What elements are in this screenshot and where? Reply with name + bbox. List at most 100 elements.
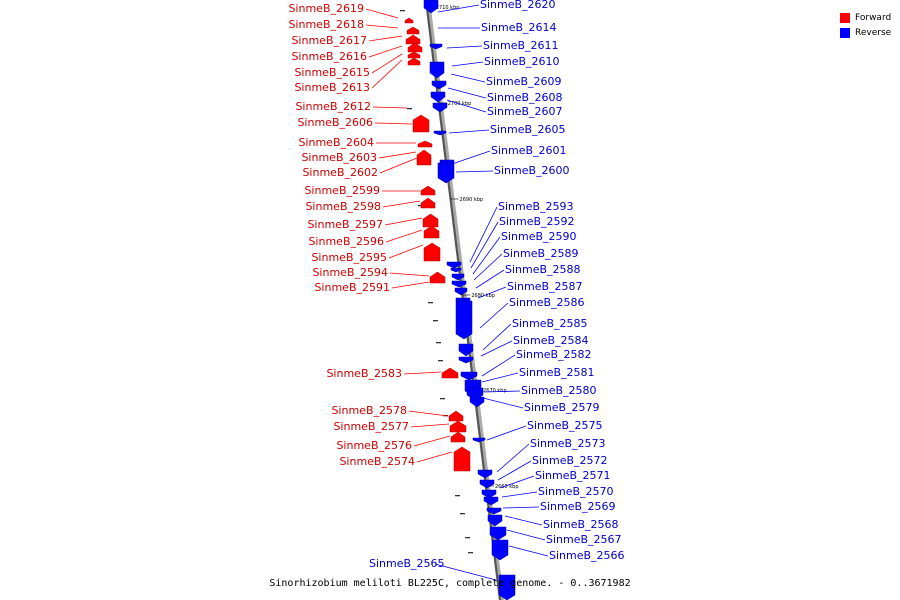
forward-gene[interactable]: SinmeB_2606 <box>297 114 430 133</box>
reverse-gene[interactable]: SinmeB_2585 <box>458 317 588 357</box>
reverse-gene[interactable]: SinmeB_2589 <box>451 247 579 288</box>
reverse-gene[interactable]: SinmeB_2590 <box>451 230 577 281</box>
reverse-gene-label[interactable]: SinmeB_2593 <box>498 200 574 213</box>
reverse-gene[interactable]: SinmeB_2582 <box>460 348 592 381</box>
reverse-gene-arrow[interactable] <box>491 539 509 561</box>
reverse-gene-arrow[interactable] <box>450 267 462 273</box>
forward-gene-arrow[interactable] <box>420 197 436 209</box>
reverse-gene[interactable]: SinmeB_2593 <box>446 200 574 269</box>
forward-gene-label[interactable]: SinmeB_2596 <box>308 235 384 248</box>
reverse-gene-arrow[interactable] <box>431 80 447 90</box>
forward-gene-label[interactable]: SinmeB_2613 <box>294 81 370 94</box>
forward-gene[interactable]: SinmeB_2603 <box>301 149 432 166</box>
forward-gene[interactable]: SinmeB_2612 <box>295 100 408 113</box>
forward-gene[interactable]: SinmeB_2596 <box>308 225 440 248</box>
reverse-gene-arrow[interactable] <box>437 162 455 184</box>
reverse-gene-arrow[interactable] <box>429 43 443 50</box>
forward-gene[interactable]: SinmeB_2599 <box>304 184 436 197</box>
reverse-gene-label[interactable]: SinmeB_2579 <box>524 401 600 414</box>
forward-gene-label[interactable]: SinmeB_2604 <box>298 136 374 149</box>
reverse-gene-arrow[interactable] <box>477 469 493 479</box>
forward-gene-label[interactable]: SinmeB_2602 <box>302 166 378 179</box>
reverse-gene[interactable]: SinmeB_2570 <box>483 485 614 506</box>
reverse-gene-label[interactable]: SinmeB_2589 <box>503 247 579 260</box>
reverse-gene-label[interactable]: SinmeB_2609 <box>486 75 562 88</box>
forward-gene-label[interactable]: SinmeB_2616 <box>291 50 367 63</box>
reverse-gene[interactable]: SinmeB_2573 <box>477 437 606 479</box>
reverse-gene[interactable]: SinmeB_2569 <box>486 500 616 515</box>
reverse-gene-arrow[interactable] <box>498 574 516 600</box>
forward-gene[interactable]: SinmeB_2578 <box>331 404 464 422</box>
forward-gene-label[interactable]: SinmeB_2617 <box>291 34 367 47</box>
reverse-gene[interactable]: SinmeB_2611 <box>429 39 559 52</box>
reverse-gene-label[interactable]: SinmeB_2588 <box>505 263 581 276</box>
reverse-gene-label[interactable]: SinmeB_2580 <box>521 384 597 397</box>
reverse-gene-arrow[interactable] <box>454 287 468 296</box>
forward-gene-label[interactable]: SinmeB_2597 <box>307 218 383 231</box>
reverse-gene-label[interactable]: SinmeB_2590 <box>501 230 577 243</box>
reverse-gene[interactable]: SinmeB_2610 <box>429 55 560 79</box>
reverse-gene-arrow[interactable] <box>451 273 465 281</box>
reverse-gene-label[interactable]: SinmeB_2584 <box>513 334 589 347</box>
reverse-gene-arrow[interactable] <box>486 507 502 515</box>
forward-gene[interactable]: SinmeB_2618 <box>288 18 420 35</box>
forward-gene-arrow[interactable] <box>429 271 446 284</box>
forward-gene-arrow[interactable] <box>441 367 459 379</box>
forward-gene-label[interactable]: SinmeB_2598 <box>305 200 381 213</box>
forward-gene-label[interactable]: SinmeB_2619 <box>288 2 364 15</box>
reverse-gene-arrow[interactable] <box>479 479 495 489</box>
reverse-gene-label[interactable]: SinmeB_2607 <box>487 105 563 118</box>
forward-gene-label[interactable]: SinmeB_2594 <box>312 266 388 279</box>
forward-gene[interactable]: SinmeB_2617 <box>291 34 421 47</box>
reverse-gene-label[interactable]: SinmeB_2571 <box>535 469 611 482</box>
forward-gene-label[interactable]: SinmeB_2577 <box>333 420 409 433</box>
reverse-gene-arrow[interactable] <box>446 261 462 269</box>
forward-gene-label[interactable]: SinmeB_2591 <box>314 281 390 294</box>
reverse-gene-label[interactable]: SinmeB_2565 <box>369 557 445 570</box>
reverse-gene[interactable]: SinmeB_2572 <box>479 454 608 489</box>
reverse-gene[interactable]: SinmeB_2566 <box>491 539 625 562</box>
reverse-gene-arrow[interactable] <box>472 437 486 443</box>
reverse-gene-arrow[interactable] <box>429 61 445 79</box>
forward-gene-arrow[interactable] <box>416 149 432 166</box>
reverse-gene-arrow[interactable] <box>451 280 467 288</box>
reverse-gene[interactable]: SinmeB_2579 <box>469 396 600 414</box>
reverse-gene-label[interactable]: SinmeB_2620 <box>480 0 556 11</box>
forward-gene-label[interactable]: SinmeB_2618 <box>288 18 364 31</box>
reverse-gene[interactable]: SinmeB_2584 <box>458 334 589 364</box>
reverse-gene-label[interactable]: SinmeB_2601 <box>491 144 567 157</box>
reverse-gene-label[interactable]: SinmeB_2585 <box>512 317 588 330</box>
forward-gene-label[interactable]: SinmeB_2615 <box>294 66 370 79</box>
reverse-gene[interactable]: SinmeB_2609 <box>431 73 562 90</box>
reverse-gene-label[interactable]: SinmeB_2567 <box>546 533 622 546</box>
reverse-gene-arrow[interactable] <box>455 300 473 340</box>
forward-gene[interactable]: SinmeB_2615 <box>294 51 421 79</box>
reverse-gene-label[interactable]: SinmeB_2605 <box>490 123 566 136</box>
reverse-gene[interactable]: SinmeB_2607 <box>432 99 563 118</box>
forward-gene-label[interactable]: SinmeB_2578 <box>331 404 407 417</box>
reverse-gene-label[interactable]: SinmeB_2614 <box>481 21 557 34</box>
reverse-gene-label[interactable]: SinmeB_2610 <box>484 55 560 68</box>
reverse-gene-label[interactable]: SinmeB_2600 <box>494 164 570 177</box>
forward-gene-label[interactable]: SinmeB_2595 <box>311 251 387 264</box>
reverse-gene-label[interactable]: SinmeB_2587 <box>507 280 583 293</box>
reverse-gene-label[interactable]: SinmeB_2569 <box>540 500 616 513</box>
forward-gene[interactable]: SinmeB_2602 <box>302 157 418 179</box>
reverse-gene-arrow[interactable] <box>430 91 446 103</box>
reverse-gene[interactable]: SinmeB_2575 <box>472 419 603 443</box>
forward-gene-arrow[interactable] <box>407 57 421 66</box>
forward-gene-label[interactable]: SinmeB_2599 <box>304 184 380 197</box>
reverse-gene[interactable]: SinmeB_2588 <box>454 263 581 296</box>
forward-gene-label[interactable]: SinmeB_2603 <box>301 151 377 164</box>
forward-gene-arrow[interactable] <box>453 446 471 472</box>
forward-gene-arrow[interactable] <box>422 213 439 228</box>
reverse-gene[interactable]: SinmeB_2614 <box>438 21 557 34</box>
forward-gene[interactable]: SinmeB_2598 <box>305 197 436 213</box>
forward-gene-arrow[interactable] <box>423 242 441 262</box>
forward-gene-arrow[interactable] <box>404 17 414 24</box>
reverse-gene[interactable]: SinmeB_2568 <box>487 514 619 531</box>
reverse-gene[interactable]: SinmeB_2601 <box>439 144 567 167</box>
reverse-gene[interactable]: SinmeB_2600 <box>437 162 570 184</box>
forward-gene-arrow[interactable] <box>405 34 421 45</box>
reverse-gene-label[interactable]: SinmeB_2586 <box>509 296 585 309</box>
